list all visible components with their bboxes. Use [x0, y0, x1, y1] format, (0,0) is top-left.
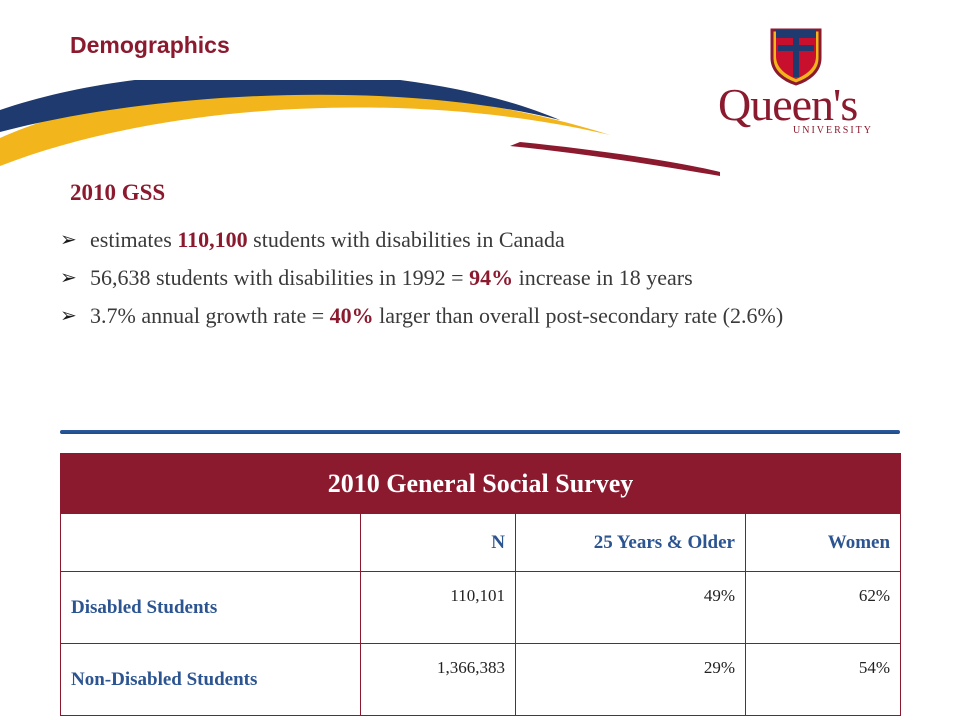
bullet-list: ➢ estimates 110,100 students with disabi… [60, 228, 880, 342]
bullet-highlight: 94% [469, 265, 514, 290]
arrow-bullet-icon: ➢ [60, 267, 77, 289]
logo-subtitle: UNIVERSITY [793, 125, 873, 136]
cell-25-older: 49% [515, 571, 746, 644]
survey-table: 2010 General Social Survey N 25 Years & … [59, 453, 902, 716]
cell-women: 62% [744, 571, 902, 644]
bullet-text: 3.7% annual growth rate = [90, 303, 330, 328]
logo-wordmark: Queen's [718, 79, 858, 130]
column-header-women: Women [744, 513, 902, 572]
bullet-item: ➢ 3.7% annual growth rate = 40% larger t… [60, 304, 880, 328]
decorative-swoosh [0, 80, 720, 176]
cell-25-older: 29% [515, 643, 746, 716]
bullet-highlight: 110,100 [177, 227, 248, 252]
table-title: 2010 General Social Survey [59, 453, 902, 514]
column-header-empty [60, 513, 361, 572]
bullet-item: ➢ 56,638 students with disabilities in 1… [60, 266, 880, 290]
section-divider [60, 430, 900, 434]
bullet-text: larger than overall post-secondary rate … [373, 303, 784, 328]
cell-n: 1,366,383 [360, 643, 516, 716]
bullet-text: 56,638 students with disabilities in 199… [90, 265, 470, 290]
bullet-highlight: 40% [329, 303, 374, 328]
bullet-text: estimates [90, 227, 178, 252]
bullet-text: students with disabilities in Canada [247, 227, 565, 252]
cell-women: 54% [744, 643, 902, 716]
crest-icon [770, 28, 822, 86]
section-heading: 2010 GSS [70, 180, 166, 205]
arrow-bullet-icon: ➢ [60, 229, 77, 251]
slide-title: Demographics [70, 32, 230, 58]
table-row: Non-Disabled Students 1,366,383 29% 54% [60, 643, 902, 716]
cell-n: 110,101 [360, 571, 516, 644]
table-row: Disabled Students 110,101 49% 62% [60, 571, 902, 644]
column-header-25-older: 25 Years & Older [515, 513, 746, 572]
bullet-text: increase in 18 years [513, 265, 693, 290]
row-label: Disabled Students [60, 571, 361, 644]
bullet-item: ➢ estimates 110,100 students with disabi… [60, 228, 880, 252]
table-header-row: N 25 Years & Older Women [60, 513, 902, 572]
arrow-bullet-icon: ➢ [60, 305, 77, 327]
column-header-n: N [360, 513, 516, 572]
row-label: Non-Disabled Students [60, 643, 361, 716]
